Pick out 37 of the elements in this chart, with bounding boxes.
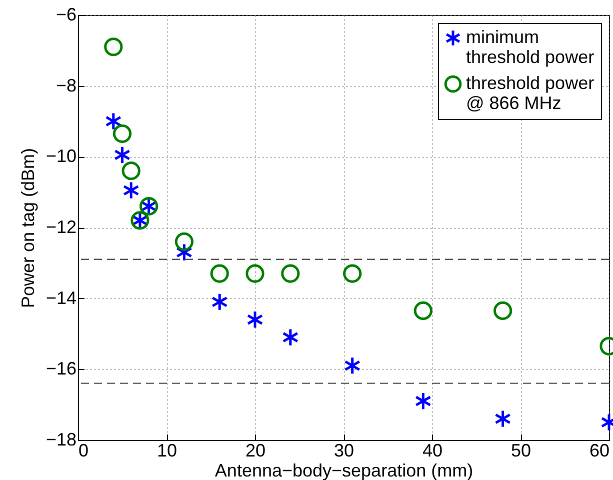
y-axis-title: Power on tag (dBm) bbox=[18, 148, 38, 308]
point bbox=[281, 264, 300, 283]
x-tick-label: 30 bbox=[334, 440, 354, 460]
point bbox=[114, 146, 131, 164]
x-tick-label: 40 bbox=[422, 440, 443, 460]
point bbox=[122, 181, 140, 200]
point bbox=[282, 328, 299, 347]
point bbox=[112, 124, 132, 143]
y-tick-label: −14 bbox=[46, 288, 76, 308]
y-tick-label: −6 bbox=[56, 4, 76, 24]
point bbox=[211, 292, 228, 312]
point bbox=[494, 409, 512, 428]
x-tick-label: 0 bbox=[78, 440, 89, 460]
legend-label: threshold power @ 866 MHz bbox=[466, 73, 594, 113]
x-tick-label: 20 bbox=[245, 440, 266, 460]
point bbox=[344, 356, 361, 375]
point bbox=[246, 310, 264, 329]
point bbox=[414, 392, 432, 410]
x-axis-title: Antenna−body−separation (mm) bbox=[214, 460, 474, 480]
point bbox=[105, 112, 122, 131]
point bbox=[104, 38, 123, 56]
x-tick-label: 50 bbox=[510, 440, 532, 460]
point bbox=[414, 301, 432, 320]
point bbox=[210, 264, 229, 283]
point bbox=[493, 301, 512, 320]
point bbox=[343, 264, 362, 283]
point bbox=[122, 162, 140, 180]
y-tick-label: −10 bbox=[46, 146, 76, 166]
y-tick-label: −8 bbox=[56, 75, 76, 96]
y-tick-label: −16 bbox=[46, 358, 76, 379]
y-tick-label: −18 bbox=[46, 430, 76, 450]
point bbox=[246, 264, 264, 283]
x-tick-label: 10 bbox=[156, 440, 178, 460]
point bbox=[174, 232, 194, 251]
x-tick-label: 60 bbox=[589, 440, 610, 460]
legend-label: minimum threshold power bbox=[466, 27, 594, 67]
y-tick-label: −12 bbox=[46, 217, 76, 237]
